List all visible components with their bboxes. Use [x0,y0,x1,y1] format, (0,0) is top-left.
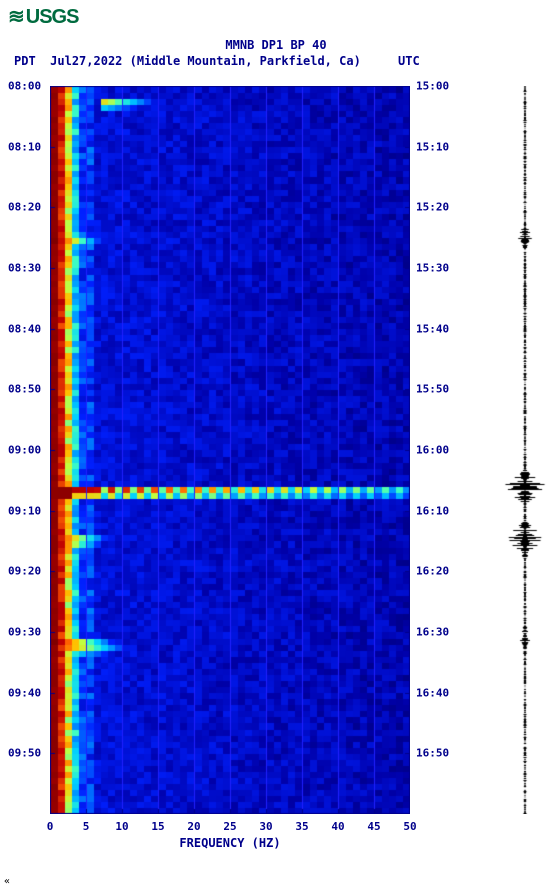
y-left-tick: 08:20 [8,201,41,214]
y-left-tick: 09:10 [8,504,41,517]
x-tick: 25 [223,820,236,833]
usgs-logo: USGS [8,4,78,29]
chart-subtitle: PDT Jul27,2022 (Middle Mountain, Parkfie… [14,54,361,68]
y-left-tick: 09:00 [8,444,41,457]
x-tick: 5 [83,820,90,833]
y-right-tick: 16:10 [416,504,449,517]
y-left-tick: 09:50 [8,747,41,760]
y-left-tick: 08:00 [8,80,41,93]
spectrogram-canvas [50,86,410,814]
x-tick: 15 [151,820,164,833]
footer-char: « [4,876,10,887]
x-tick: 10 [115,820,128,833]
x-tick: 40 [331,820,344,833]
y-left-tick: 09:40 [8,686,41,699]
y-right-tick: 16:40 [416,686,449,699]
y-right-tick: 16:20 [416,565,449,578]
y-right-tick: 16:30 [416,626,449,639]
x-tick: 0 [47,820,54,833]
y-left-tick: 09:20 [8,565,41,578]
x-axis-title: FREQUENCY (HZ) [50,836,410,850]
y-right-tick: 15:10 [416,140,449,153]
y-left-tick: 08:10 [8,140,41,153]
y-right-tick: 15:20 [416,201,449,214]
x-tick: 30 [259,820,272,833]
y-right-tick: 15:00 [416,80,449,93]
spectrogram-chart [50,86,410,814]
y-right-tick: 15:50 [416,383,449,396]
subtitle-pdt: PDT [14,54,36,68]
y-right-tick: 16:00 [416,444,449,457]
chart-title: MMNB DP1 BP 40 [0,38,552,52]
subtitle-utc: UTC [398,54,420,68]
waveform-trace [500,86,550,814]
y-left-tick: 08:30 [8,262,41,275]
waveform-canvas [500,86,550,814]
y-left-tick: 08:50 [8,383,41,396]
x-tick: 50 [403,820,416,833]
y-left-tick: 08:40 [8,322,41,335]
x-tick: 20 [187,820,200,833]
subtitle-date: Jul27,2022 (Middle Mountain, Parkfield, … [50,54,361,68]
y-right-tick: 16:50 [416,747,449,760]
x-tick: 45 [367,820,380,833]
x-tick: 35 [295,820,308,833]
y-right-tick: 15:30 [416,262,449,275]
y-left-tick: 09:30 [8,626,41,639]
y-right-tick: 15:40 [416,322,449,335]
